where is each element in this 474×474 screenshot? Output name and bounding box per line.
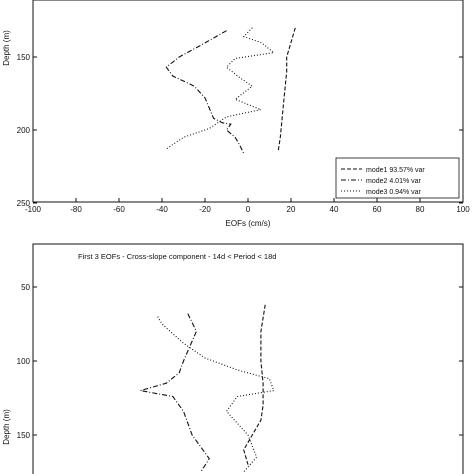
top-x-tick-label: 80 — [416, 205, 425, 214]
bottom-y-tick-label: 50 — [21, 283, 30, 292]
top-y-tick-label: 150 — [17, 53, 31, 62]
top-x-tick-label: 100 — [456, 205, 470, 214]
legend-mode3-label: mode3 0.94% var — [366, 189, 422, 196]
bottom-plot-frame — [32, 243, 464, 474]
top-x-tick-label: 0 — [246, 205, 251, 214]
bottom-y-tick-label: 150 — [17, 431, 31, 440]
bottom-series-mode1-line — [243, 304, 266, 465]
legend-mode1-label: mode1 93.57% var — [366, 167, 425, 174]
bottom-lines — [140, 304, 275, 473]
top-chart: -100 -80 -60 -40 -20 0 20 40 60 80 100 150 200 250 E… — [2, 0, 470, 228]
top-series-mode2-line — [165, 30, 245, 154]
bottom-y-tick-label: 100 — [17, 357, 31, 366]
top-legend: mode1 93.57% var mode2 4.01% var mode3 0… — [335, 157, 460, 199]
bottom-y-axis-label: Depth (m) — [2, 409, 11, 445]
top-x-tick-label: -80 — [70, 205, 82, 214]
top-y-tick-label: 200 — [17, 126, 31, 135]
top-x-axis-label: EOFs (cm/s) — [226, 219, 271, 228]
top-x-tick-label: 20 — [287, 205, 296, 214]
bottom-chart: First 3 EOFs - Cross-slope component - 1… — [2, 243, 464, 474]
bottom-y-ticks: 50 100 150 — [17, 283, 463, 440]
top-x-tick-label: -60 — [113, 205, 125, 214]
top-y-tick-label: 250 — [17, 199, 31, 208]
bottom-series-mode2-line — [140, 313, 210, 473]
top-x-tick-label: -40 — [156, 205, 168, 214]
bottom-chart-title: First 3 EOFs - Cross-slope component - 1… — [78, 252, 276, 261]
top-x-tick-label: 60 — [373, 205, 382, 214]
top-lines — [165, 27, 296, 154]
top-series-mode1-line — [277, 27, 296, 152]
legend-mode2-label: mode2 4.01% var — [366, 178, 422, 185]
top-y-ticks: 150 200 250 — [17, 53, 463, 208]
top-x-tick-label: -100 — [25, 205, 42, 214]
top-y-axis-label: Depth (m) — [2, 30, 11, 66]
top-x-tick-label: 40 — [330, 205, 339, 214]
top-series-mode3-line — [165, 27, 276, 150]
top-x-ticks: -100 -80 -60 -40 -20 0 20 40 60 80 100 — [25, 198, 470, 214]
top-x-tick-label: -20 — [199, 205, 211, 214]
